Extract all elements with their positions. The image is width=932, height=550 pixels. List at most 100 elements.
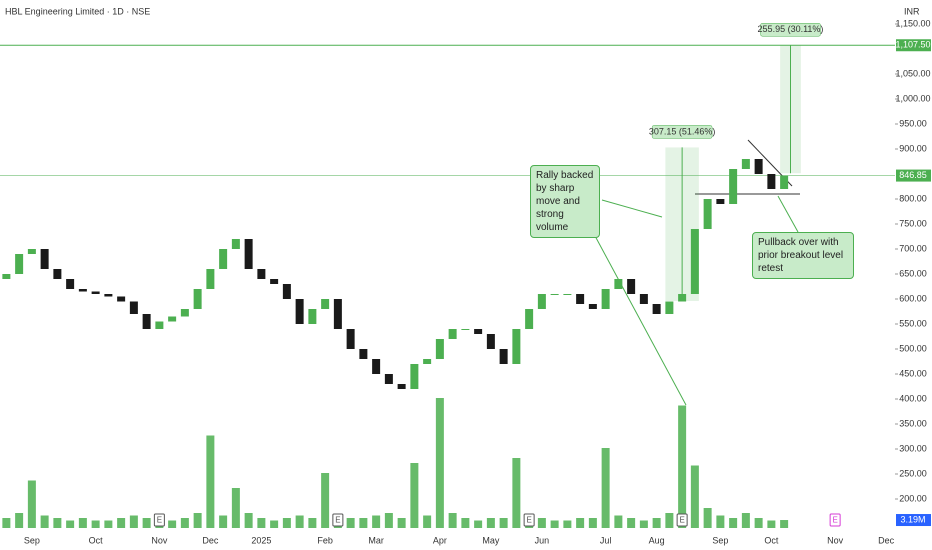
volume-bar (384, 513, 393, 528)
y-tick-label: 550.00 (899, 318, 927, 328)
y-tick-label: 700.00 (899, 243, 927, 253)
event-marker (676, 513, 688, 527)
x-tick-label: Sep (712, 535, 728, 545)
volume-bar (537, 518, 546, 528)
candle (639, 294, 648, 304)
volume-bar (550, 520, 559, 528)
volume-bar (474, 520, 483, 528)
candle (576, 294, 585, 304)
range-label-bg (651, 125, 713, 139)
volume-bar (601, 448, 610, 528)
candle (308, 309, 317, 324)
volume-bar (359, 518, 368, 528)
volume-bar (168, 520, 177, 528)
candle (117, 296, 126, 302)
volume-bar (142, 518, 151, 528)
x-tick-label: Jul (600, 535, 612, 545)
volume-bar (91, 520, 100, 528)
volume-bar (448, 513, 457, 528)
candle (359, 349, 368, 359)
event-label: E (526, 516, 531, 525)
candle (193, 289, 202, 309)
arrow (579, 207, 687, 406)
y-tick-label: 1,050.00 (895, 68, 930, 78)
candle (53, 269, 62, 279)
x-tick-label: May (482, 535, 500, 545)
y-tick-label: 750.00 (899, 218, 927, 228)
level-label-bg (896, 39, 931, 52)
y-tick-label: 800.00 (899, 193, 927, 203)
candle (384, 374, 393, 384)
event-label: E (679, 516, 684, 525)
candle (346, 329, 355, 349)
volume-bar (15, 513, 24, 528)
y-tick-label: 200.00 (899, 493, 927, 503)
volume-bar (231, 488, 240, 528)
volume-bar (117, 518, 126, 528)
x-tick-label: Nov (151, 535, 168, 545)
volume-bar (104, 520, 113, 528)
volume-bar (639, 520, 648, 528)
candle (91, 291, 100, 294)
x-tick-label: 2025 (251, 535, 271, 545)
range-label: 307.15 (51.46%) (649, 126, 716, 136)
volume-label-bg (896, 514, 931, 527)
volume-bar (193, 513, 202, 528)
candle (474, 329, 483, 334)
candle (435, 339, 444, 359)
y-tick-label: 250.00 (899, 468, 927, 478)
candle (537, 294, 546, 309)
x-tick-label: Mar (368, 535, 384, 545)
x-tick-label: Apr (433, 535, 447, 545)
x-tick-label: Sep (24, 535, 40, 545)
volume-bar (372, 515, 381, 528)
candle (295, 299, 304, 324)
x-tick-label: Dec (202, 535, 219, 545)
range-label: 255.95 (30.11%) (758, 24, 824, 34)
x-tick-label: Jun (535, 535, 550, 545)
event-marker (829, 513, 841, 527)
candle (716, 199, 725, 204)
volume-bar (563, 520, 572, 528)
candle (486, 334, 495, 349)
candle (219, 249, 228, 269)
candle (767, 174, 776, 189)
level-label: 846.85 (899, 170, 927, 180)
candle (372, 359, 381, 374)
event-label: E (157, 516, 162, 525)
candle (180, 309, 189, 317)
candle (627, 279, 636, 294)
arrow (777, 195, 799, 233)
y-tick-label: 300.00 (899, 443, 927, 453)
candle (729, 169, 738, 204)
candle (78, 289, 87, 292)
volume-bar (741, 513, 750, 528)
candle (601, 289, 610, 309)
candle (741, 159, 750, 169)
volume-bar (716, 515, 725, 528)
volume-bar (499, 518, 508, 528)
candle (27, 249, 36, 254)
annotation: Rally backed by sharp move and strong vo… (530, 165, 600, 238)
volume-bar (397, 518, 406, 528)
candle (142, 314, 151, 329)
volume-bar (206, 435, 215, 528)
y-tick-label: 1,150.00 (895, 18, 930, 28)
candle (168, 316, 177, 322)
x-tick-label: Aug (649, 535, 665, 545)
volume-bar (703, 508, 712, 528)
volume-bar (614, 515, 623, 528)
x-tick-label: Feb (317, 535, 333, 545)
candle (703, 199, 712, 229)
candle (155, 321, 164, 329)
volume-bar (282, 518, 291, 528)
level-label-bg (896, 169, 931, 182)
y-tick-label: 900.00 (899, 143, 927, 153)
y-tick-label: 400.00 (899, 393, 927, 403)
y-tick-label: 650.00 (899, 268, 927, 278)
level-label: 1,107.50 (895, 40, 930, 50)
y-tick-label: 500.00 (899, 343, 927, 353)
volume-bar (767, 520, 776, 528)
